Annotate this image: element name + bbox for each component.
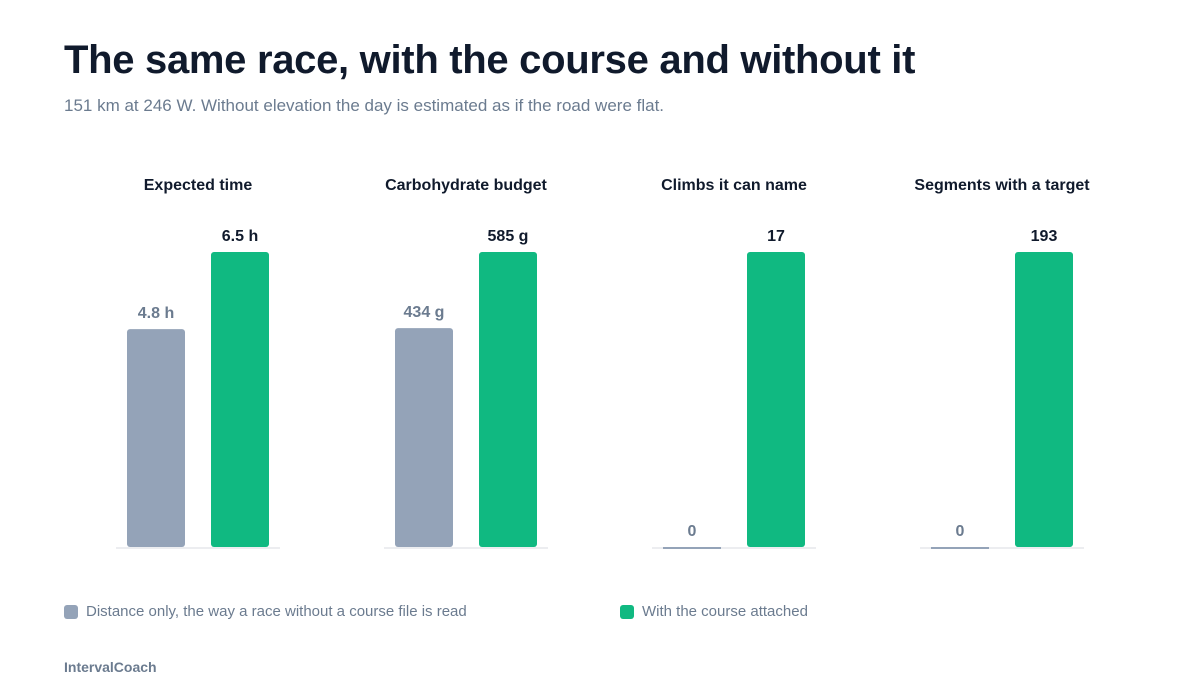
bar-value-label: 6.5 h [222,228,258,245]
bar-value-label: 193 [1031,228,1058,245]
chart-title: Climbs it can name [661,177,807,194]
bar-value-label: 17 [767,228,785,245]
bar-with-course [747,252,805,547]
legend-item-with-course: With the course attached [620,603,808,620]
page-title: The same race, with the course and witho… [64,38,916,82]
bar-with-course [479,252,537,547]
bar-value-label: 4.8 h [138,305,174,322]
chart-title: Segments with a target [914,177,1090,194]
legend-label-distance-only: Distance only, the way a race without a … [86,603,467,620]
brand-name: IntervalCoach [64,659,157,675]
bar-value-label: 585 g [488,228,529,245]
legend-swatch-distance-only [64,604,78,619]
legend-swatch-with-course [620,604,634,619]
bar-distance-only [931,547,989,549]
bar-value-label: 434 g [404,304,445,321]
bar-value-label: 0 [688,523,697,540]
chart-title: Carbohydrate budget [385,177,547,194]
page-subtitle: 151 km at 246 W. Without elevation the d… [64,96,665,115]
chart-title: Expected time [144,177,253,194]
bar-with-course [211,252,269,547]
legend-item-distance-only: Distance only, the way a race without a … [64,603,467,620]
legend-label-with-course: With the course attached [642,603,808,620]
bar-distance-only [127,329,185,547]
bar-distance-only [395,328,453,547]
bar-with-course [1015,252,1073,547]
bar-distance-only [663,547,721,549]
bar-value-label: 0 [956,523,965,540]
